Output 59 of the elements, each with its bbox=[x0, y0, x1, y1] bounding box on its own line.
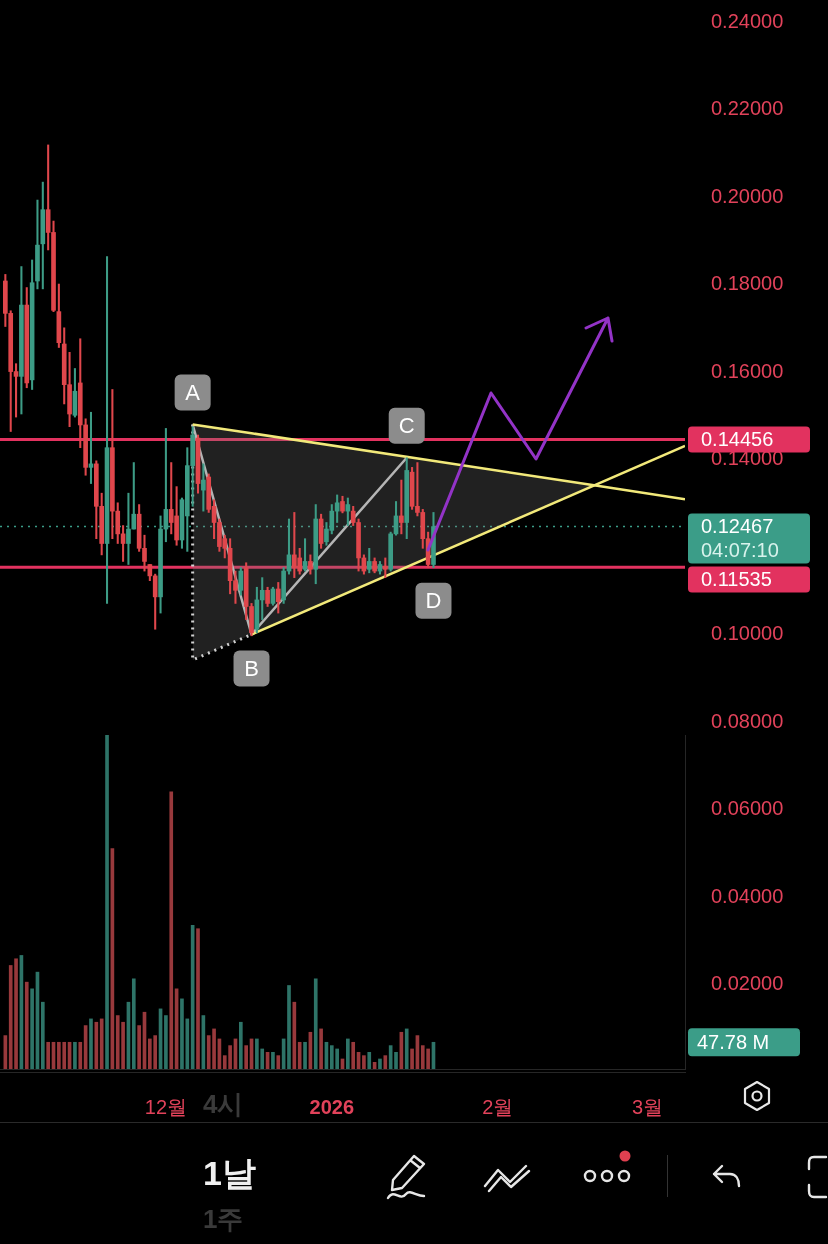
bar bbox=[89, 1018, 93, 1069]
annotation: C bbox=[398, 412, 415, 438]
bar bbox=[78, 1041, 83, 1069]
text: 04:07:10 bbox=[701, 539, 779, 562]
ref-line-label: 0.12467 bbox=[701, 515, 774, 538]
bar bbox=[164, 1015, 168, 1069]
bar bbox=[303, 1041, 307, 1069]
bar bbox=[99, 1018, 104, 1069]
x-tick-label: 2026 bbox=[309, 1095, 355, 1118]
text: 1주 bbox=[203, 1204, 244, 1234]
x-tick-label: 2월 bbox=[482, 1095, 514, 1118]
bar bbox=[404, 1028, 409, 1069]
bar bbox=[351, 1041, 356, 1069]
y-tick-label: 0.10000 bbox=[711, 622, 784, 645]
y-tick-label: 0.16000 bbox=[711, 359, 784, 382]
text: 1날 bbox=[203, 1154, 256, 1192]
bar bbox=[297, 1041, 302, 1069]
y-tick-label: 0.04000 bbox=[711, 884, 784, 907]
bar bbox=[94, 1021, 99, 1069]
y-tick-label: 0.18000 bbox=[711, 272, 784, 295]
y-tick-label: 0.08000 bbox=[711, 709, 784, 732]
bar bbox=[244, 1045, 248, 1069]
y-tick-label: 0.06000 bbox=[711, 797, 784, 820]
bar bbox=[367, 1051, 372, 1069]
bar bbox=[238, 1021, 243, 1069]
x-tick-label: 3월 bbox=[631, 1095, 664, 1118]
annotation: B bbox=[244, 655, 259, 681]
bar bbox=[383, 1055, 388, 1069]
ref-line-label: 0.11535 bbox=[701, 568, 772, 591]
bar bbox=[410, 1048, 414, 1069]
bar bbox=[73, 1041, 77, 1069]
bar bbox=[276, 1055, 281, 1069]
annotation: D bbox=[425, 587, 442, 613]
bar bbox=[137, 1025, 141, 1069]
bar bbox=[105, 735, 109, 1069]
bar bbox=[378, 1058, 382, 1069]
bar bbox=[196, 928, 200, 1069]
bar bbox=[169, 791, 174, 1069]
bar bbox=[46, 1041, 50, 1069]
y-tick-label: 0.24000 bbox=[711, 9, 784, 32]
y-tick-label: 0.22000 bbox=[711, 97, 784, 120]
ref-line-label: 0.14456 bbox=[701, 428, 774, 451]
text: 4시 bbox=[203, 1089, 244, 1119]
x-tick-label: 12월 bbox=[144, 1095, 188, 1118]
bar bbox=[24, 981, 29, 1069]
bar bbox=[271, 1051, 275, 1069]
text: 47.78 M bbox=[697, 1030, 770, 1053]
bar bbox=[394, 1051, 398, 1069]
bar bbox=[346, 1038, 350, 1069]
bar bbox=[287, 985, 291, 1069]
annotation: A bbox=[185, 379, 201, 405]
y-tick-label: 0.20000 bbox=[711, 184, 784, 207]
bar bbox=[313, 978, 318, 1069]
bar bbox=[40, 1001, 45, 1069]
bar bbox=[319, 1028, 323, 1069]
bar bbox=[30, 988, 34, 1069]
bar bbox=[131, 978, 136, 1069]
y-tick-label: 0.02000 bbox=[711, 972, 784, 995]
bar bbox=[362, 1055, 366, 1069]
